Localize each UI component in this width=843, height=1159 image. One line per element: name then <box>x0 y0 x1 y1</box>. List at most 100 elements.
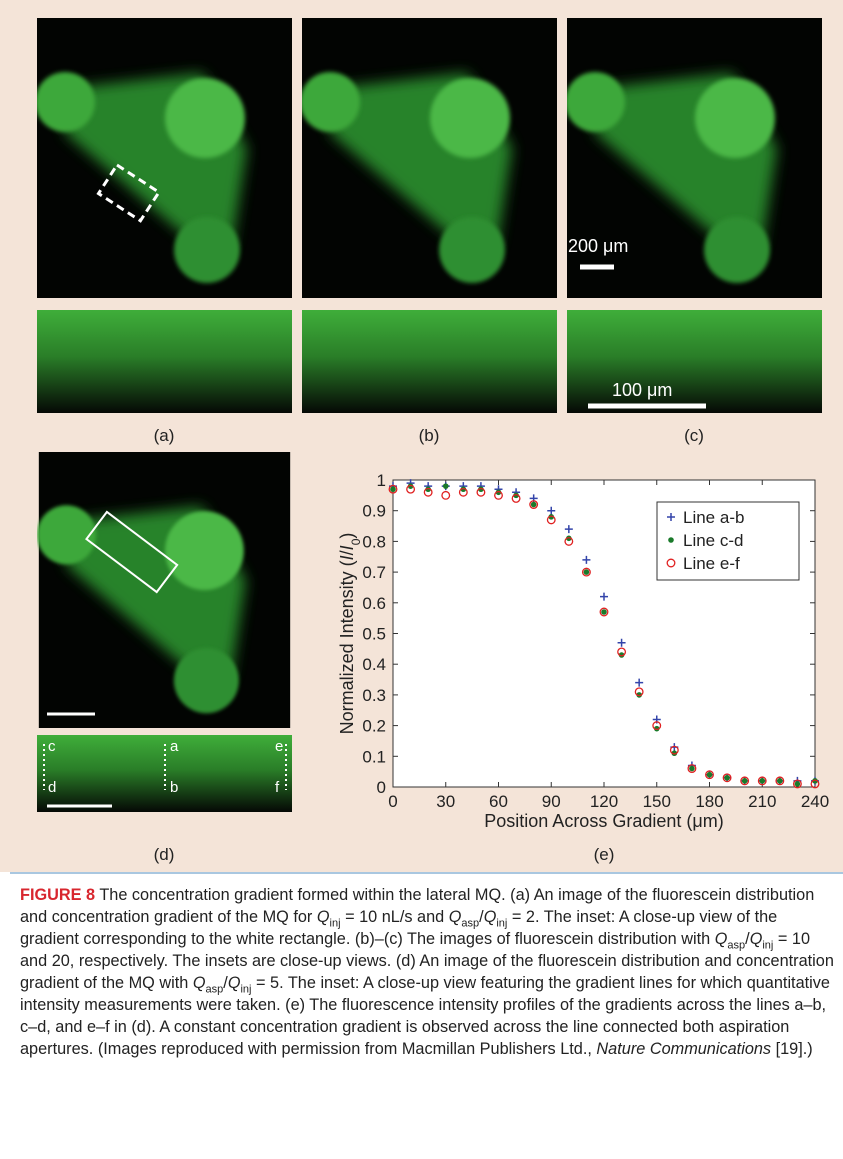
circle-marker <box>546 515 556 525</box>
circle-marker <box>687 764 697 774</box>
caption-plain: / <box>745 930 750 948</box>
caption-sub: inj <box>496 917 508 930</box>
scale-label: 200 μm <box>568 236 628 256</box>
x-tick-label: 60 <box>489 792 508 811</box>
y-axis-label-part: I <box>337 555 357 560</box>
image-c <box>565 18 822 298</box>
x-axis-label: Position Across Gradient (μm) <box>484 811 723 831</box>
caption-sub: asp <box>461 917 480 930</box>
dot-marker <box>653 725 660 732</box>
panel-label: (b) <box>419 426 440 445</box>
plus-marker <box>635 678 644 687</box>
dot-marker <box>530 501 537 508</box>
legend-label: Line e-f <box>683 554 740 573</box>
caption-sub: asp <box>727 939 746 952</box>
dot-marker <box>478 486 484 493</box>
caption: FIGURE 8 The concentration gradient form… <box>10 872 843 1159</box>
y-tick-label: 1 <box>377 471 386 490</box>
inset-letter: f <box>275 779 280 796</box>
x-tick-label: 90 <box>542 792 561 811</box>
caption-plain: = 2. The inset: A close-up view of the g… <box>20 908 778 948</box>
image-d <box>37 452 290 728</box>
dot-marker <box>618 652 625 658</box>
caption-italic: Q <box>749 930 763 948</box>
caption-italic: Q <box>483 908 497 926</box>
y-axis-label: Normalized Intensity (I/I0) <box>337 533 363 735</box>
dot-marker <box>390 486 396 493</box>
dot-marker <box>583 569 590 575</box>
dot-marker <box>812 778 818 784</box>
dot-marker <box>460 486 467 493</box>
x-tick-label: 150 <box>643 792 671 811</box>
legend-label: Line c-d <box>683 531 743 550</box>
circle-marker <box>458 487 468 497</box>
circle-marker <box>388 484 398 494</box>
inset-letter: c <box>48 738 56 755</box>
circle-marker <box>581 567 591 577</box>
circle-marker <box>740 776 750 786</box>
circle-marker <box>669 745 679 755</box>
caption-plain: / <box>223 974 228 992</box>
caption-italic: Q <box>714 930 728 948</box>
circle-marker <box>476 487 486 497</box>
circle-marker <box>792 779 802 789</box>
dot-marker <box>671 750 678 757</box>
y-tick-label: 0.5 <box>362 625 386 644</box>
scale-label: 100 μm <box>612 380 672 400</box>
y-axis-label-part: Normalized Intensity ( <box>337 560 357 734</box>
inset-letter: a <box>170 738 179 755</box>
circle-marker <box>511 493 521 503</box>
y-tick-label: 0.9 <box>362 502 386 521</box>
inset-a <box>37 310 292 413</box>
panel-label: (e) <box>594 845 615 864</box>
circle-marker <box>775 776 785 786</box>
caption-label: FIGURE 8 <box>20 886 96 904</box>
circle-marker <box>494 490 503 500</box>
dot-marker <box>759 778 766 784</box>
dot-marker <box>741 778 748 784</box>
circle-marker <box>599 607 609 617</box>
chart: 0 30 60 90 120 150 180 210 240 0 0.1 0.2 0.3 0.4 0.5 0.… <box>337 471 829 831</box>
caption-plain: = 10 nL/s and <box>340 908 449 926</box>
circle-marker <box>423 487 433 497</box>
plus-marker <box>582 555 591 564</box>
roi-rect <box>96 162 162 223</box>
figure: 200 μm 100 μm (a) (b) (c) c d a b e f (d… <box>0 0 843 872</box>
dot-marker <box>566 535 572 542</box>
plus-marker <box>667 513 675 521</box>
x-tick-label: 180 <box>695 792 723 811</box>
circle-marker <box>705 770 714 780</box>
y-axis-label-part: I <box>337 545 357 550</box>
dot-marker <box>724 774 730 781</box>
inset-d <box>37 735 292 812</box>
caption-plain: = 10 and 20, respectively. The insets ar… <box>20 930 834 992</box>
panel-label: (a) <box>154 426 175 445</box>
roi-rect <box>85 510 179 594</box>
dot-marker <box>636 692 642 698</box>
image-a <box>35 18 292 298</box>
inset-b <box>302 310 557 413</box>
caption-sub: inj <box>329 917 341 930</box>
circle-marker <box>617 647 627 657</box>
inset-letter: d <box>48 779 56 796</box>
x-tick-label: 120 <box>590 792 618 811</box>
y-tick-label: 0.8 <box>362 532 386 551</box>
y-tick-label: 0.6 <box>362 594 386 613</box>
caption-italic: Q <box>448 908 462 926</box>
caption-plain: = 5. The inset: A close-up view featurin… <box>20 974 830 1058</box>
caption-italic: Q <box>227 974 241 992</box>
inset-c <box>567 310 822 413</box>
image-b <box>300 18 557 298</box>
caption-plain: / <box>479 908 484 926</box>
panel-label: (c) <box>684 426 704 445</box>
y-tick-label: 0.3 <box>362 686 386 705</box>
inset-letter: e <box>275 738 283 755</box>
circle-marker <box>722 773 732 783</box>
caption-sub: asp <box>205 983 224 996</box>
y-tick-label: 0.2 <box>362 717 386 736</box>
y-axis-label-part: 0 <box>349 538 363 545</box>
circle-marker <box>652 721 662 731</box>
dot-marker <box>425 486 431 493</box>
dot-marker <box>548 514 555 520</box>
